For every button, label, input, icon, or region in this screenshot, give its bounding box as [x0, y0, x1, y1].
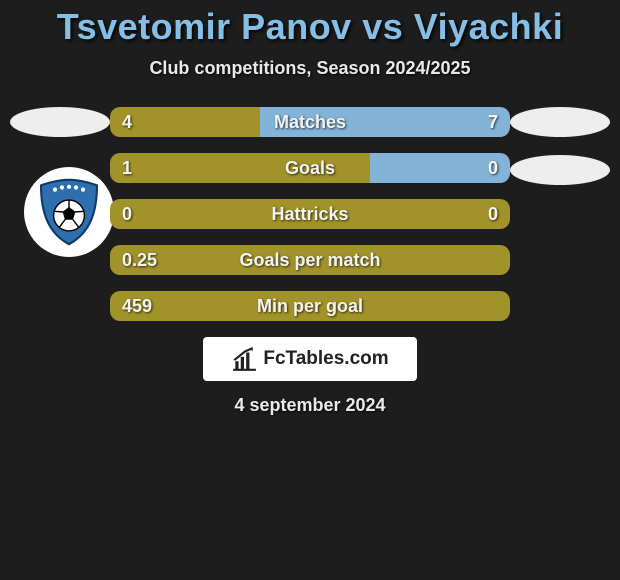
shield-icon — [34, 177, 104, 247]
stats-bars: 4 Matches 7 1 Goals 0 0 Hattricks 0 — [110, 107, 510, 321]
player-right-placeholder-2 — [510, 155, 610, 185]
club-badge-left — [24, 167, 114, 257]
bar-left — [110, 199, 510, 229]
attribution-badge: FcTables.com — [203, 337, 417, 381]
page-title: Tsvetomir Panov vs Viyachki — [0, 6, 620, 48]
page-subtitle: Club competitions, Season 2024/2025 — [0, 58, 620, 79]
content-area: 4 Matches 7 1 Goals 0 0 Hattricks 0 — [0, 107, 620, 416]
bar-left — [110, 245, 510, 275]
bar-right — [260, 107, 510, 137]
stat-row: 459 Min per goal — [110, 291, 510, 321]
stat-row: 1 Goals 0 — [110, 153, 510, 183]
player-right-placeholder-1 — [510, 107, 610, 137]
comparison-card: Tsvetomir Panov vs Viyachki Club competi… — [0, 0, 620, 416]
date-text: 4 september 2024 — [0, 395, 620, 416]
bar-right — [370, 153, 510, 183]
attribution-text: FcTables.com — [263, 348, 388, 370]
player-left-placeholder-1 — [10, 107, 110, 137]
stat-row: 4 Matches 7 — [110, 107, 510, 137]
bar-chart-icon — [231, 346, 257, 372]
bar-left — [110, 291, 510, 321]
stat-row: 0.25 Goals per match — [110, 245, 510, 275]
stat-row: 0 Hattricks 0 — [110, 199, 510, 229]
bar-left — [110, 153, 370, 183]
bar-left — [110, 107, 260, 137]
